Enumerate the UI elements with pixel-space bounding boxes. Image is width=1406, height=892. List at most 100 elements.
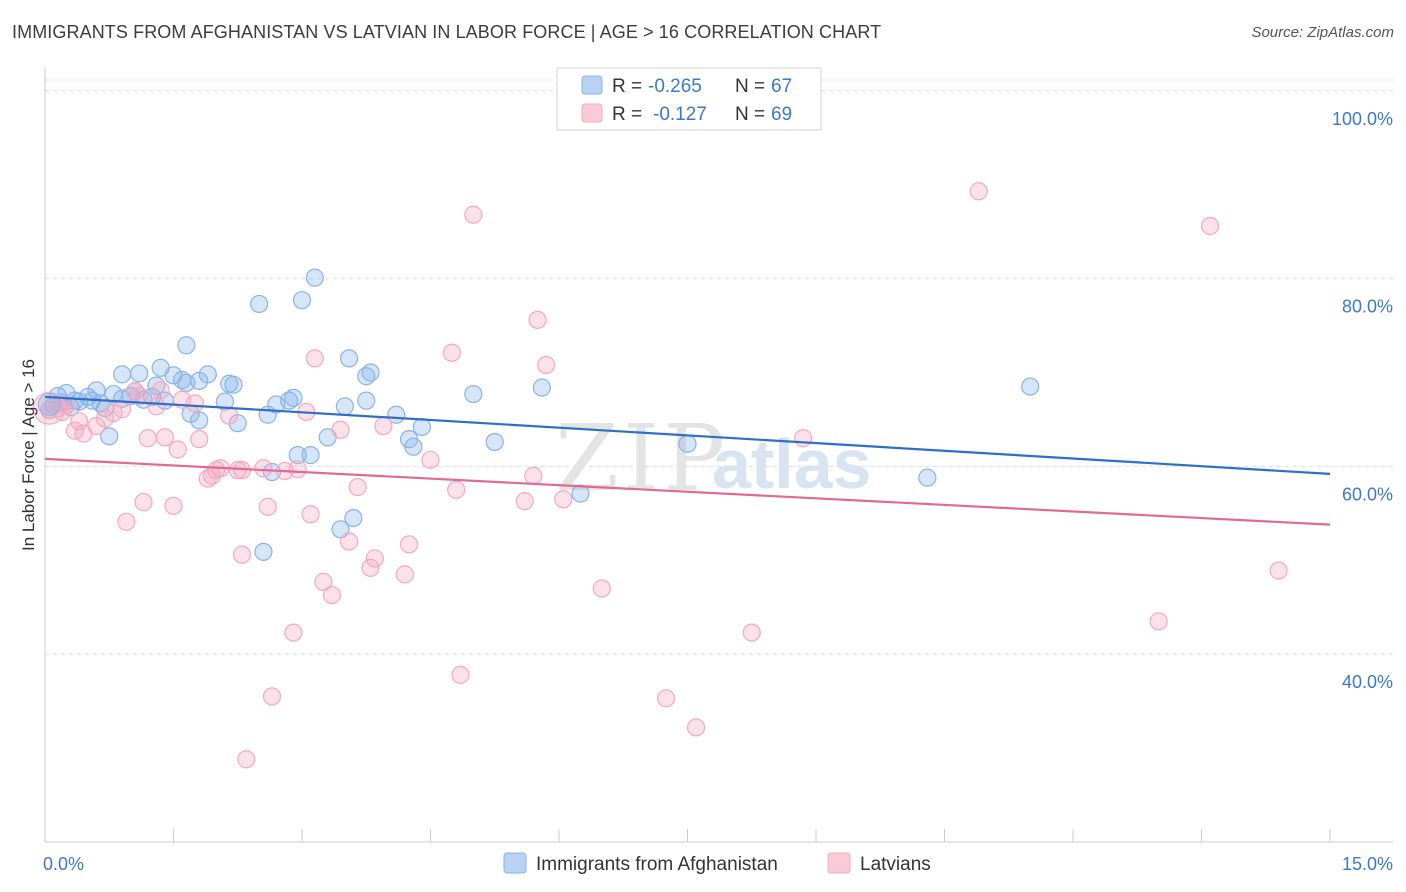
point-latvians <box>969 182 988 201</box>
y-tick-labels: 40.0% 60.0% 80.0% 100.0% <box>1332 109 1393 692</box>
point-latvians <box>524 466 543 485</box>
x-tick-labels: 0.0% 15.0% <box>43 854 1393 874</box>
point-latvians <box>237 750 256 769</box>
point-latvians <box>442 343 462 362</box>
point-afghanistan <box>292 291 312 310</box>
point-latvians <box>331 420 350 439</box>
point-latvians <box>1149 612 1168 631</box>
legend-swatch-afghanistan <box>581 75 603 95</box>
point-afghanistan <box>100 427 119 446</box>
point-latvians <box>190 430 209 449</box>
point-afghanistan <box>215 392 234 411</box>
point-afghanistan <box>361 363 380 382</box>
point-afghanistan <box>112 365 132 384</box>
point-latvians <box>164 496 183 515</box>
point-latvians <box>314 572 333 591</box>
gridlines <box>45 79 1393 655</box>
point-latvians <box>554 490 573 509</box>
point-latvians <box>220 406 239 425</box>
point-afghanistan <box>198 365 217 384</box>
point-afghanistan <box>344 508 363 528</box>
point-latvians <box>284 623 303 642</box>
point-afghanistan <box>190 411 209 430</box>
point-latvians <box>57 396 76 415</box>
bottom-legend-swatch-latvians <box>827 852 851 874</box>
legend-r-value-1: -0.265 <box>648 76 702 97</box>
point-afghanistan <box>404 437 423 456</box>
y-tick-label: 60.0% <box>1342 484 1393 504</box>
point-latvians <box>258 497 277 516</box>
point-latvians <box>254 459 273 478</box>
legend-swatch-latvians <box>581 103 603 123</box>
point-afghanistan <box>340 349 359 368</box>
legend-bottom: Immigrants from Afghanistan Latvians <box>503 852 931 875</box>
point-latvians <box>155 428 175 447</box>
watermark-atlas: atlas <box>712 425 872 503</box>
trend-line-afghanistan <box>44 395 1331 476</box>
point-latvians <box>592 579 611 598</box>
x-tick-label-max: 15.0% <box>1342 854 1393 874</box>
point-latvians <box>232 545 252 564</box>
point-latvians <box>421 450 440 469</box>
point-latvians <box>117 512 136 531</box>
point-latvians <box>742 623 761 642</box>
legend-r-value-2: -0.127 <box>653 104 707 125</box>
x-tick-label-min: 0.0% <box>43 854 84 874</box>
point-latvians <box>305 349 324 368</box>
point-afghanistan <box>250 294 269 314</box>
point-latvians <box>464 205 483 224</box>
y-tick-label: 100.0% <box>1332 109 1393 129</box>
point-afghanistan <box>571 484 590 503</box>
point-latvians <box>1200 216 1220 236</box>
watermark-zip: ZIP <box>555 405 729 512</box>
point-latvians-cluster <box>32 391 66 425</box>
point-latvians <box>288 460 307 479</box>
legend-r-label-2: R = <box>612 104 642 125</box>
data-points <box>32 182 1288 769</box>
point-latvians <box>794 429 813 448</box>
point-latvians <box>361 558 380 577</box>
point-afghanistan <box>918 468 937 487</box>
point-latvians <box>451 665 470 684</box>
source-credit: Source: ZipAtlas.com <box>1251 24 1394 41</box>
point-afghanistan <box>65 391 85 410</box>
point-latvians <box>322 585 342 605</box>
legend-n-value-1: 67 <box>771 76 792 97</box>
point-afghanistan-cluster <box>37 392 61 416</box>
point-latvians <box>537 355 556 375</box>
point-afghanistan <box>1021 377 1040 396</box>
point-afghanistan <box>357 391 376 410</box>
bottom-legend-label-latvians: Latvians <box>860 854 931 875</box>
point-latvians <box>262 687 282 706</box>
point-afghanistan <box>284 388 303 407</box>
point-latvians <box>130 386 149 406</box>
legend-n-label-1: N = <box>735 76 765 97</box>
legend-top: R = -0.265 N = 67 R = -0.127 N = 69 <box>556 67 822 131</box>
point-afghanistan <box>177 336 196 355</box>
point-afghanistan <box>485 432 504 452</box>
trend-line-latvians <box>44 457 1331 526</box>
point-latvians <box>395 565 414 584</box>
point-latvians <box>447 480 466 499</box>
point-afghanistan <box>464 384 483 404</box>
point-afghanistan <box>532 378 551 397</box>
point-latvians <box>340 532 359 551</box>
point-latvians <box>134 492 153 512</box>
point-latvians <box>528 310 547 330</box>
legend-n-value-2: 69 <box>771 104 792 125</box>
point-latvians <box>151 381 170 400</box>
watermark: ZIP atlas <box>555 405 872 512</box>
point-latvians <box>515 492 534 511</box>
point-latvians <box>112 400 132 419</box>
point-latvians <box>168 440 187 459</box>
point-afghanistan <box>335 397 354 416</box>
point-afghanistan <box>288 446 307 465</box>
legend-n-label-2: N = <box>735 104 765 125</box>
chart-title: IMMIGRANTS FROM AFGHANISTAN VS LATVIAN I… <box>12 22 882 42</box>
point-afghanistan <box>305 268 324 287</box>
y-tick-label: 40.0% <box>1342 672 1393 692</box>
trend-lines <box>44 395 1331 526</box>
point-latvians <box>656 689 676 708</box>
point-latvians <box>374 416 393 436</box>
